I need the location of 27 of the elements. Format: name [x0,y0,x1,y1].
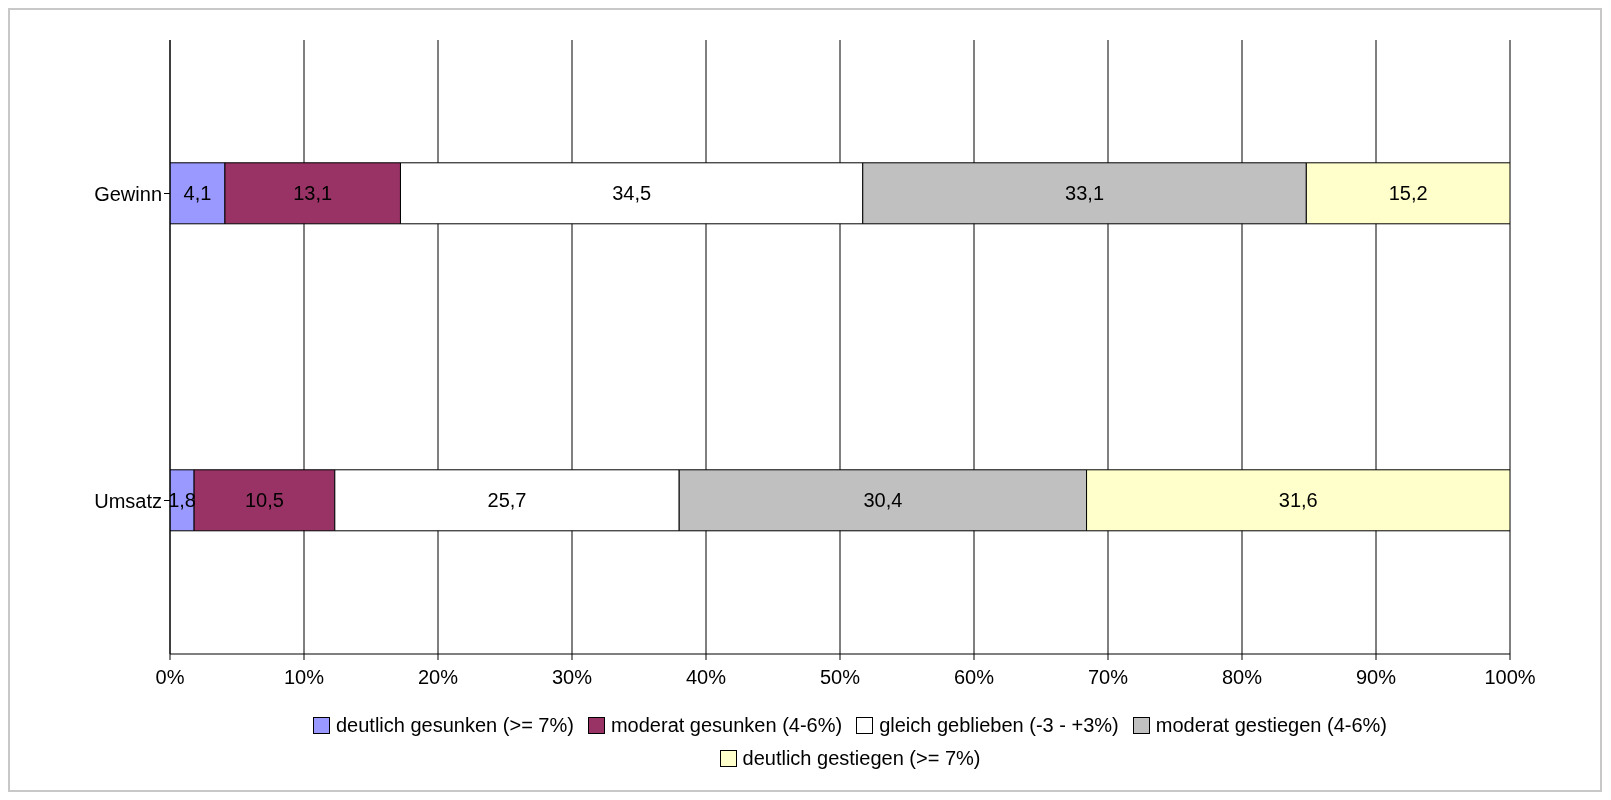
legend-label: deutlich gesunken (>= 7%) [336,714,574,737]
x-tick-label: 50% [819,666,861,689]
data-label: 4,1 [183,182,212,205]
legend-label: moderat gesunken (4-6%) [610,714,843,737]
x-tick-label: 100% [1484,666,1536,689]
x-tick-label: 70% [1087,666,1129,689]
data-label: 25,7 [487,489,527,512]
legend-label: deutlich gestiegen (>= 7%) [742,747,981,770]
x-tick-label: 80% [1221,666,1263,689]
y-tick-label: Gewinn [94,182,162,205]
x-tick-label: 40% [685,666,727,689]
x-tick-label: 10% [283,666,325,689]
legend-label: gleich geblieben (-3 - +3%) [879,714,1119,737]
data-label: 31,6 [1278,489,1318,512]
data-label: 34,5 [612,182,652,205]
legend-label: moderat gestiegen (4-6%) [1155,714,1387,737]
x-tick-label: 60% [953,666,995,689]
x-tick-label: 30% [551,666,593,689]
data-label: 10,5 [245,489,284,512]
data-label: 15,2 [1388,182,1428,205]
x-tick-label: 0% [155,666,185,689]
x-tick-label: 90% [1355,666,1397,689]
data-label: 33,1 [1065,182,1105,205]
x-tick-label: 20% [417,666,459,689]
y-tick-label: Umsatz [94,489,162,512]
data-label: 13,1 [293,182,333,205]
data-label: 30,4 [863,489,903,512]
